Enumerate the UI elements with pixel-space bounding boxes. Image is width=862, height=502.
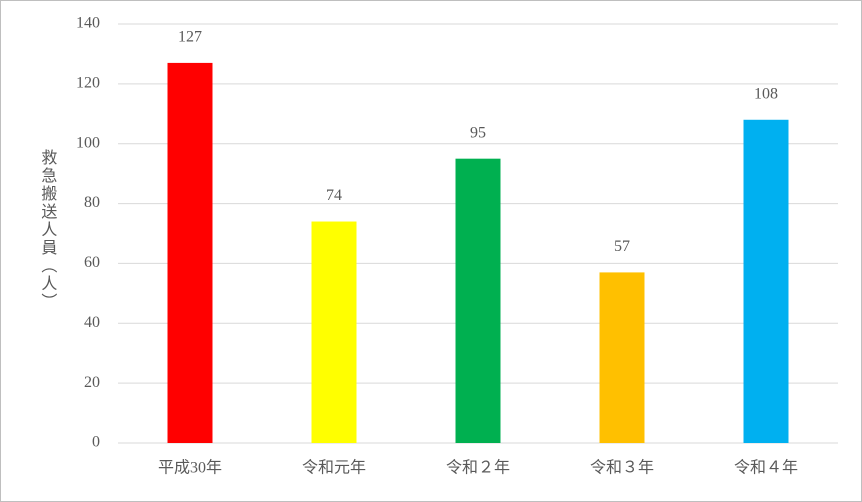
data-label: 57 (614, 238, 630, 255)
x-tick-label: 令和４年 (734, 459, 798, 477)
y-tick-label: 120 (76, 75, 100, 92)
x-tick-label: 令和２年 (446, 459, 510, 477)
bar (167, 62, 213, 444)
data-label: 95 (470, 124, 486, 141)
x-tick-label: 令和元年 (302, 459, 366, 477)
data-label: 127 (178, 29, 202, 46)
data-label: 74 (326, 187, 342, 204)
y-tick-label: 100 (76, 134, 100, 151)
y-tick-label: 80 (84, 194, 100, 211)
x-tick-label: 平成30年 (158, 459, 222, 477)
bar (743, 119, 789, 444)
y-tick-label: 0 (92, 434, 100, 451)
y-tick-label: 40 (84, 314, 100, 331)
y-tick-label: 20 (84, 374, 100, 391)
bar (455, 158, 501, 443)
y-tick-label: 140 (76, 15, 100, 32)
bar (599, 272, 645, 443)
y-tick-label: 60 (84, 254, 100, 271)
bar (311, 221, 357, 443)
data-label: 108 (754, 85, 778, 102)
x-tick-label: 令和３年 (590, 459, 654, 477)
y-axis-label: 救急搬送人員（人） (38, 149, 57, 311)
